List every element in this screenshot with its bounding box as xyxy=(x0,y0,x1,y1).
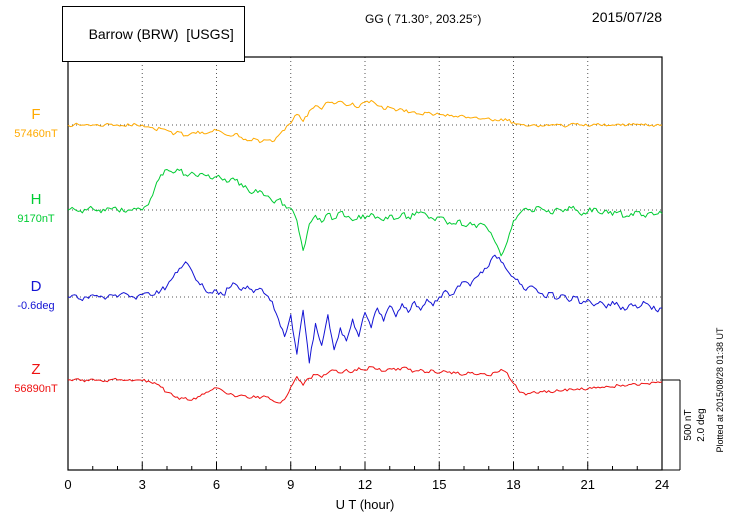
channel-label-F: F 57460nT xyxy=(8,106,64,141)
channel-label-D: D -0.6deg xyxy=(8,278,64,313)
axes-frame xyxy=(67,56,681,471)
x-axis-title: U T (hour) xyxy=(335,497,395,512)
plot-frame xyxy=(67,56,663,471)
channel-baseline-value-F: 57460nT xyxy=(14,128,58,140)
scale-bar-labels: 500 nT 2.0 deg xyxy=(682,389,708,461)
x-tick-label: 18 xyxy=(506,477,521,492)
x-tick-label: 3 xyxy=(138,477,146,492)
date-label: 2015/07/28 xyxy=(591,9,662,25)
geographic-coords-label: GG ( 71.30°, 203.25°) xyxy=(365,12,482,26)
series-line-F xyxy=(67,99,663,144)
x-tick-label: 6 xyxy=(212,477,221,492)
x-tick-label: 0 xyxy=(64,477,72,492)
series-line-H xyxy=(67,168,663,257)
channel-letter-F: F xyxy=(31,106,41,123)
gridlines xyxy=(68,57,662,470)
x-tick-label: 24 xyxy=(654,477,670,492)
channel-baseline-value-H: 9170nT xyxy=(17,213,55,225)
series-line-Z xyxy=(67,366,663,404)
channel-letter-D: D xyxy=(30,278,42,295)
channel-label-Z: Z 56890nT xyxy=(8,361,64,396)
plotted-at-label: Plotted at 2015/08/28 01:38 UT xyxy=(715,327,725,453)
station-title-box: Barrow (BRW) [USGS] xyxy=(62,6,245,62)
x-tick-label: 9 xyxy=(287,477,295,492)
station-title: Barrow (BRW) [USGS] xyxy=(88,26,234,42)
series-line-D xyxy=(67,254,663,364)
scale-bar-nt-label: 500 nT xyxy=(683,409,694,441)
channel-baseline-value-D: -0.6deg xyxy=(17,300,55,312)
channel-letter-H: H xyxy=(30,191,42,208)
scale-bar-deg-label: 2.0 deg xyxy=(696,408,707,442)
x-tick-label: 12 xyxy=(357,477,373,492)
channel-baseline-value-Z: 56890nT xyxy=(14,383,58,395)
series-lines xyxy=(67,99,663,404)
channel-label-H: H 9170nT xyxy=(8,191,64,226)
x-tick-label: 21 xyxy=(580,477,595,492)
channel-letter-Z: Z xyxy=(31,361,41,378)
x-tick-label: 15 xyxy=(432,477,447,492)
